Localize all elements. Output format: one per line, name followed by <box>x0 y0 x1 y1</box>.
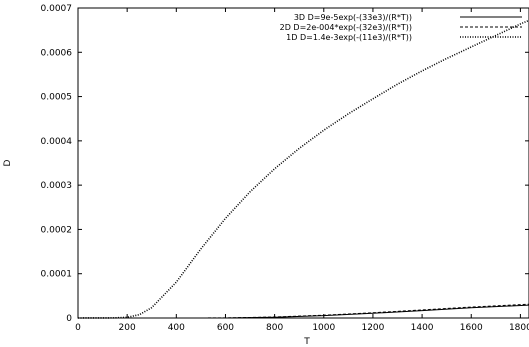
x-tick-label: 1800 <box>509 323 529 333</box>
y-axis-ticks: 0 0.0001 0.0002 0.0003 0.0004 0.0005 0.0006 0.0… <box>41 4 529 324</box>
y-axis-label: D <box>3 159 13 166</box>
x-tick-label: 600 <box>217 323 234 333</box>
x-tick-label: 0 <box>75 323 81 333</box>
legend-label: 1D D=1.4e-3exp(-(11e3)/(R*T)) <box>286 33 412 42</box>
y-tick-label: 0.0005 <box>41 93 73 103</box>
y-tick-label: 0.0006 <box>41 48 73 58</box>
y-tick-label: 0.0003 <box>41 181 73 191</box>
x-tick-label: 800 <box>266 323 283 333</box>
plot-frame <box>77 7 529 319</box>
x-tick-label: 200 <box>119 323 136 333</box>
y-tick-label: 0.0004 <box>41 137 73 147</box>
x-axis-ticks: 0 200 400 600 800 1000 1200 1400 1600 1800 <box>75 8 529 333</box>
series-line-3 <box>77 19 529 319</box>
x-axis-label: T <box>303 337 310 347</box>
y-tick-label: 0.0002 <box>41 225 73 235</box>
x-tick-label: 1200 <box>361 323 384 333</box>
x-tick-label: 1400 <box>411 323 434 333</box>
series-lines <box>77 19 529 319</box>
legend-label: 2D D=2e-004*exp(-(32e3)/(R*T)) <box>280 23 412 32</box>
y-tick-label: 0.0007 <box>41 4 73 14</box>
x-tick-label: 400 <box>168 323 185 333</box>
x-tick-label: 1000 <box>312 323 335 333</box>
legend: 3D D=9e-5exp(-(33e3)/(R*T))2D D=2e-004*e… <box>280 13 522 42</box>
y-tick-label: 0 <box>66 314 72 324</box>
legend-label: 3D D=9e-5exp(-(33e3)/(R*T)) <box>294 13 412 22</box>
x-tick-label: 1600 <box>460 323 483 333</box>
series-line-2 <box>78 303 529 319</box>
y-tick-label: 0.0001 <box>41 270 73 280</box>
